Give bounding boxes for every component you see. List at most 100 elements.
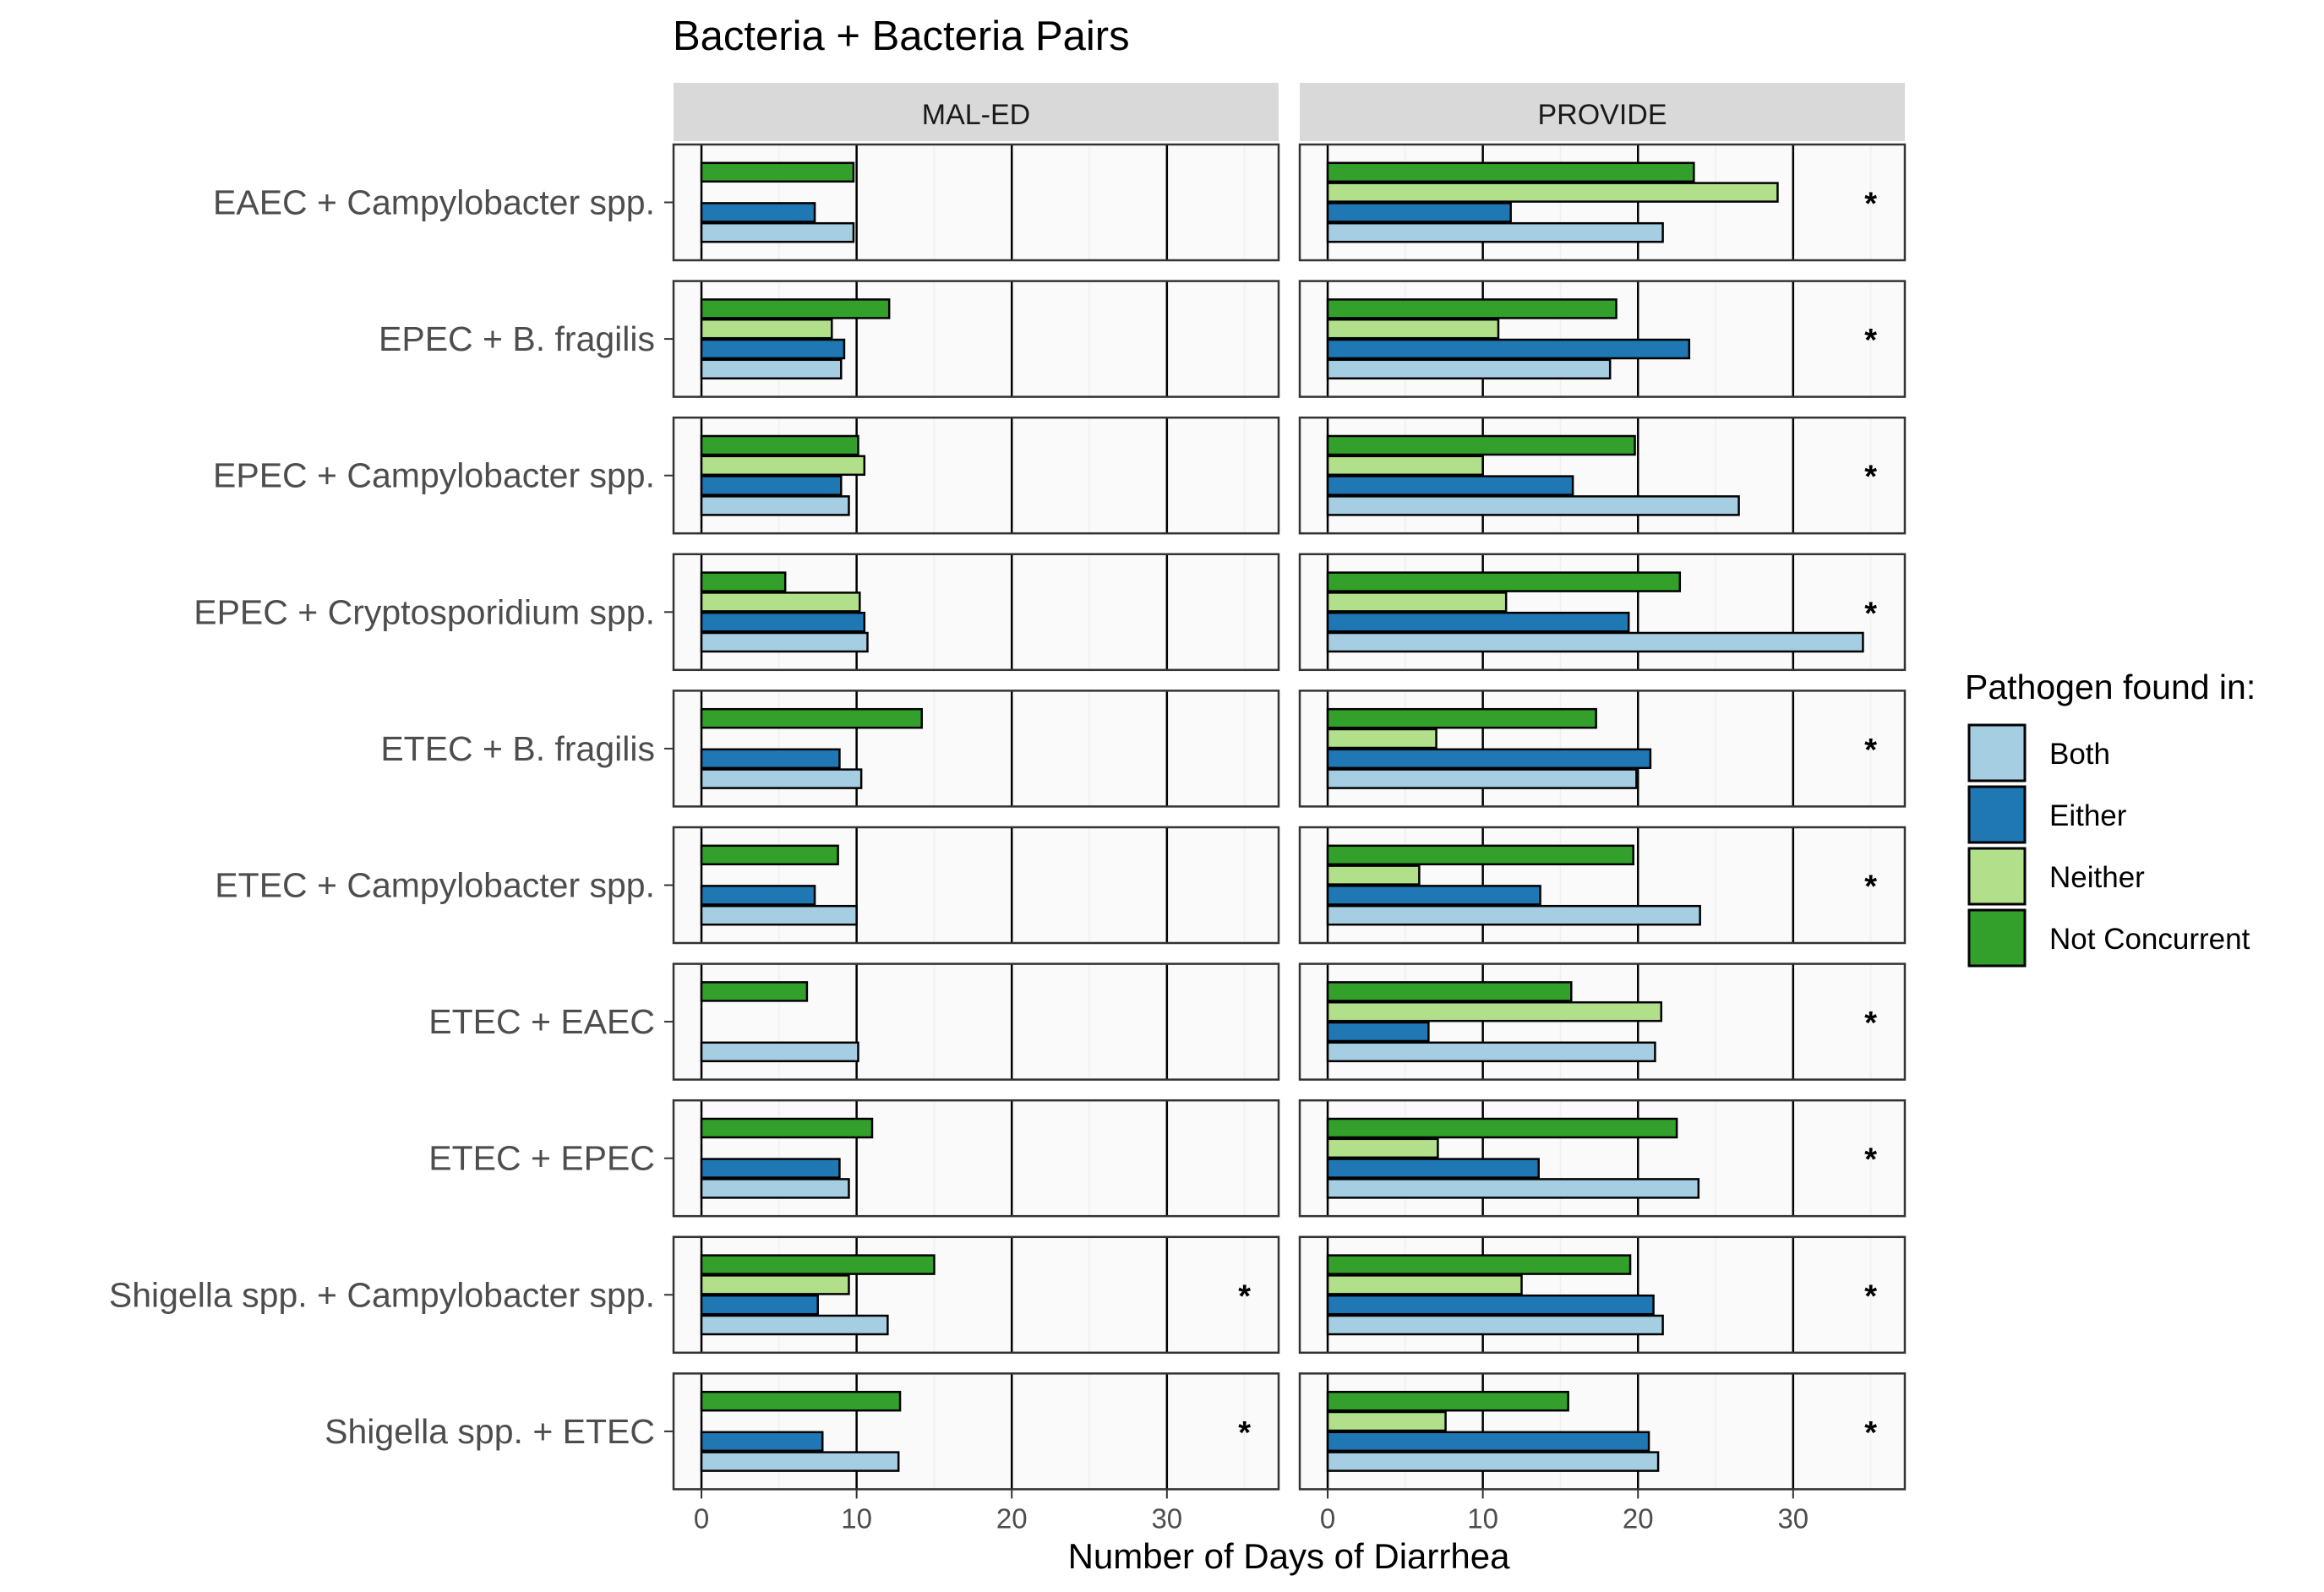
bar-not-concurrent: [1326, 571, 1682, 592]
row-label-eaec-campylobacter-spp: EAEC + Campylobacter spp.: [213, 183, 655, 222]
legend-label-neither: Neither: [2049, 861, 2145, 894]
bar-not-concurrent: [700, 844, 839, 866]
row-label-epec-cryptosporidium-spp: EPEC + Cryptosporidium spp.: [194, 592, 655, 631]
panel-provide-etec-b-fragilis: *: [1298, 690, 1907, 808]
row-label-epec-b-fragilis: EPEC + B. fragilis: [379, 319, 655, 358]
bar-either: [1326, 1021, 1430, 1043]
bar-either: [700, 885, 816, 906]
x-tick-label: 10: [1467, 1502, 1498, 1534]
panel-provide-shigella-spp-campylobacter-spp: *: [1298, 1235, 1907, 1355]
bar-not-concurrent: [700, 1254, 936, 1275]
bar-either: [700, 611, 866, 633]
row-label-etec-epec: ETEC + EPEC: [428, 1139, 655, 1178]
bar-both: [700, 1451, 900, 1472]
bar-either: [700, 475, 843, 496]
bar-both: [700, 1041, 859, 1063]
significance-marker: *: [1864, 323, 1877, 358]
panel-border: [1298, 962, 1907, 1081]
bar-not-concurrent: [700, 981, 809, 1002]
x-tick-label: 20: [1623, 1502, 1654, 1534]
chart-title: Bacteria + Bacteria Pairs: [673, 14, 1130, 59]
bar-neither: [1326, 455, 1484, 477]
bar-either: [1326, 1431, 1650, 1453]
panel-border: [1298, 1099, 1907, 1218]
bar-not-concurrent: [700, 1117, 874, 1139]
facet-strip-provide: [1300, 83, 1905, 141]
significance-marker: *: [1238, 1279, 1251, 1314]
bar-both: [700, 1314, 889, 1336]
bar-both: [700, 768, 863, 789]
legend-swatch-either: [1967, 785, 2027, 844]
panel-provide-epec-b-fragilis: *: [1298, 280, 1907, 398]
row-label-shigella-spp-etec: Shigella spp. + ETEC: [325, 1412, 655, 1451]
x-tick-label: 10: [841, 1502, 872, 1534]
bar-neither: [700, 318, 833, 340]
bar-either: [1326, 475, 1574, 496]
bar-both: [1326, 358, 1612, 380]
panel-border: [1298, 1235, 1907, 1355]
x-axis-title: Number of Days of Diarrhea: [1068, 1536, 1511, 1576]
facet-strip-mal-ed: [674, 83, 1279, 141]
panel-mal-ed-etec-b-fragilis: [672, 690, 1280, 808]
significance-marker: *: [1864, 1279, 1877, 1314]
row-label-etec-campylobacter-spp: ETEC + Campylobacter spp.: [215, 866, 655, 905]
facet-strip-label-mal-ed: MAL-ED: [922, 99, 1030, 131]
panel-border: [1298, 826, 1907, 945]
bar-not-concurrent: [1326, 981, 1573, 1002]
x-tick-label: 0: [1320, 1502, 1335, 1534]
x-tick-label: 30: [1151, 1502, 1182, 1534]
significance-marker: *: [1864, 733, 1877, 768]
bar-either: [1326, 1294, 1655, 1316]
bar-either: [1326, 1158, 1540, 1179]
panel-provide-epec-cryptosporidium-spp: *: [1298, 553, 1907, 672]
panel-mal-ed-etec-campylobacter-spp: [672, 826, 1280, 945]
bar-not-concurrent: [1326, 707, 1597, 729]
panel-provide-eaec-campylobacter-spp: *: [1298, 143, 1907, 262]
bar-neither: [1326, 728, 1437, 750]
significance-marker: *: [1238, 1415, 1251, 1451]
panel-provide-etec-campylobacter-spp: *: [1298, 826, 1907, 945]
bar-both: [700, 221, 855, 243]
significance-marker: *: [1864, 1006, 1877, 1041]
bar-neither: [1326, 1410, 1447, 1432]
bar-either: [700, 1158, 841, 1179]
panel-provide-epec-campylobacter-spp: *: [1298, 416, 1907, 535]
bar-either: [700, 1431, 824, 1453]
bar-either: [1326, 748, 1652, 770]
bar-not-concurrent: [700, 571, 787, 592]
bar-neither: [1326, 182, 1779, 203]
bar-not-concurrent: [1326, 161, 1695, 183]
bar-both: [700, 358, 843, 380]
bar-neither: [700, 1274, 850, 1295]
bar-neither: [1326, 1137, 1439, 1159]
significance-marker: *: [1864, 1142, 1877, 1178]
row-label-epec-campylobacter-spp: EPEC + Campylobacter spp.: [213, 456, 655, 495]
bar-neither: [1326, 592, 1508, 613]
bar-either: [1326, 338, 1691, 360]
bar-either: [700, 1294, 819, 1316]
bar-neither: [1326, 864, 1421, 886]
bar-both: [1326, 221, 1664, 243]
bar-both: [1326, 495, 1740, 516]
panel-border: [1298, 416, 1907, 535]
bar-not-concurrent: [1326, 844, 1634, 866]
legend-label-either: Either: [2049, 799, 2127, 832]
legend-swatch-not-concurrent: [1967, 908, 2027, 968]
bar-either: [1326, 611, 1630, 633]
panel-mal-ed-epec-cryptosporidium-spp: [672, 553, 1280, 672]
bar-both: [700, 631, 869, 653]
legend-label-both: Both: [2049, 738, 2110, 771]
x-tick-label: 0: [694, 1502, 709, 1534]
bar-not-concurrent: [1326, 1117, 1678, 1139]
bar-not-concurrent: [700, 1390, 902, 1412]
bar-neither: [700, 592, 861, 613]
significance-marker: *: [1864, 596, 1877, 631]
panel-mal-ed-eaec-campylobacter-spp: [672, 143, 1280, 262]
panel-mal-ed-etec-eaec: [672, 962, 1280, 1081]
bar-not-concurrent: [1326, 1254, 1632, 1275]
panel-border: [1298, 143, 1907, 262]
legend-swatch-both: [1967, 723, 2027, 782]
bar-both: [700, 904, 858, 926]
row-label-shigella-spp-campylobacter-spp: Shigella spp. + Campylobacter spp.: [109, 1275, 655, 1314]
